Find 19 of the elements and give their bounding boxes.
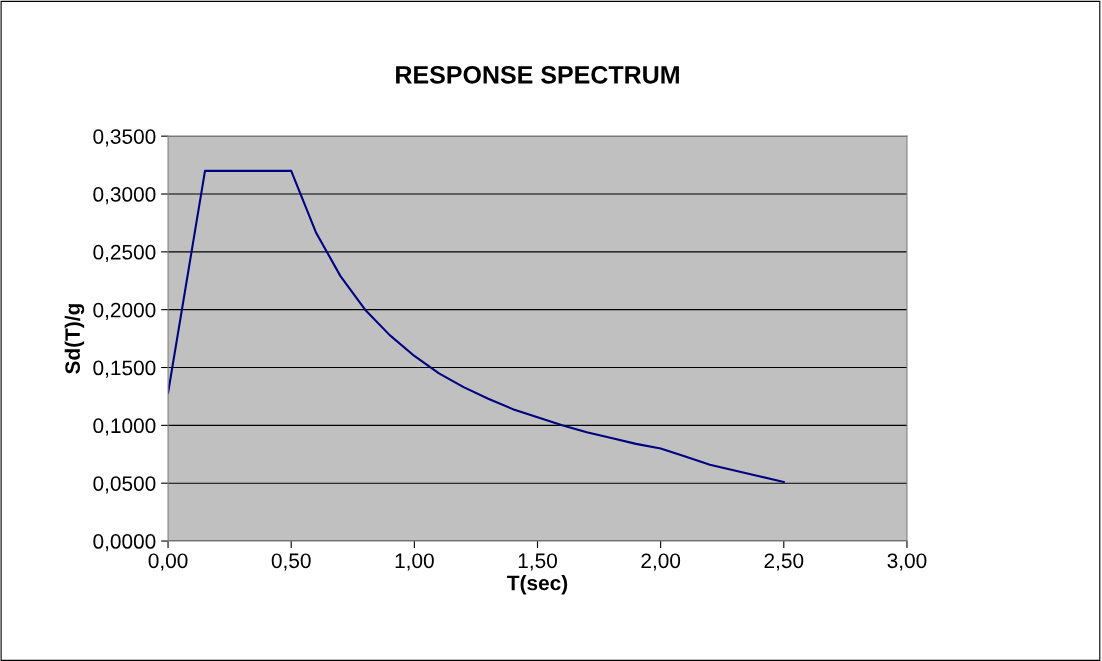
y-tick-label: 0,3500	[93, 129, 156, 147]
line-series	[168, 169, 785, 484]
x-tick-label: 1,50	[518, 553, 557, 571]
y-tick-label: 0,1000	[93, 418, 156, 436]
x-tick-label: 0,00	[148, 553, 188, 571]
x-tick-label: 2,00	[641, 553, 681, 571]
y-tick-label: 0,2500	[93, 244, 156, 263]
chart-title: RESPONSE SPECTRUM	[396, 65, 679, 84]
x-tick-label: 2,50	[764, 553, 804, 571]
y-tick-label: 0,3000	[93, 187, 156, 205]
x-tick-label: 3,00	[887, 553, 927, 571]
y-tick-label: 0,2000	[93, 302, 156, 320]
x-axis-title: T(sec)	[507, 575, 568, 595]
y-tick-label: 0,1500	[93, 360, 156, 378]
x-tick-label: 0,50	[271, 553, 311, 571]
x-tick-label: 1,00	[395, 553, 434, 571]
y-tick-label: 0,0500	[93, 476, 156, 494]
y-tick-label: 0,0000	[93, 534, 156, 552]
y-axis-title: Sd(T)/g	[64, 304, 85, 374]
